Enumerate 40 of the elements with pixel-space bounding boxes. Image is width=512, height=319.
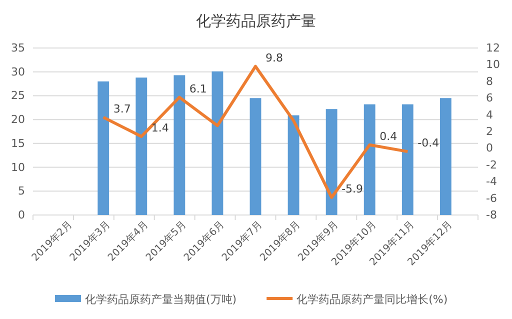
bar [212,71,224,215]
data-label: 0.4 [380,130,398,143]
y2-tick-label: -6 [486,192,497,205]
bar [326,109,338,215]
data-label: 9.8 [266,51,283,64]
y2-tick-label: 12 [486,42,500,55]
legend-label: 化学药品原药产量同比增长(%) [296,293,448,306]
y2-tick-label: -2 [486,158,497,172]
y2-tick-label: -8 [486,208,497,222]
bar [250,98,262,215]
bar [364,104,376,215]
bar [98,81,110,215]
y2-tick-label: 6 [486,92,493,105]
data-label: 3.7 [113,102,131,116]
y-tick-label: 10 [11,160,25,174]
y-tick-label: 25 [11,89,25,102]
data-label: 6.1 [189,82,207,96]
y2-tick-label: -4 [486,175,497,188]
y-tick-label: 5 [18,184,25,198]
y2-tick-label: 0 [486,142,493,155]
y2-tick-label: 4 [486,108,493,122]
bar [440,98,452,215]
y-tick-label: 30 [11,65,25,78]
y2-tick-label: 10 [486,58,500,72]
data-label: -5.9 [342,182,364,196]
legend-label: 化学药品原药产量当期值(万吨) [85,293,237,306]
line-series [102,64,410,199]
y-tick-label: 20 [11,113,25,126]
chart-title: 化学药品原药产量 [196,12,316,30]
y2-tick-label: 8 [486,74,493,88]
bar [174,75,186,215]
data-label: -0.4 [418,136,440,150]
y2-tick-label: 2 [486,125,493,138]
y-tick-label: 35 [11,42,25,55]
y-tick-label: 15 [11,136,25,150]
data-label: 1.4 [151,122,169,135]
bar [402,104,414,215]
bar [136,78,148,215]
y-tick-label: 0 [18,208,25,222]
bar [288,115,300,215]
